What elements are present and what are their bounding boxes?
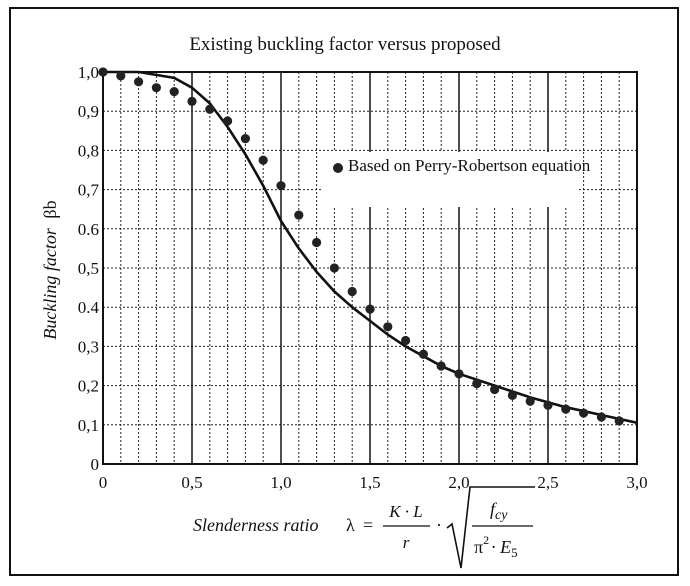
- legend-box: [323, 152, 577, 207]
- data-point: [169, 87, 179, 97]
- data-point: [134, 77, 144, 87]
- x-tick-label: 3,0: [626, 473, 647, 492]
- data-point: [276, 181, 286, 191]
- y-tick-label: 0,9: [78, 102, 99, 121]
- y-tick-label: 0: [91, 455, 100, 474]
- data-point: [561, 404, 571, 414]
- series-line-curve: [103, 70, 638, 425]
- data-point: [116, 71, 126, 81]
- root-den-rest: · E: [491, 537, 511, 557]
- root-numerator-sub: cy: [495, 508, 508, 523]
- data-point: [347, 286, 357, 297]
- x-axis-label-lambda: λ: [346, 515, 355, 535]
- data-point: [312, 237, 322, 248]
- y-tick-label: 1,0: [78, 63, 99, 82]
- root-den-square: 2: [483, 533, 489, 547]
- x-axis-label-equals: =: [363, 515, 373, 535]
- legend-marker: [333, 163, 343, 173]
- y-tick-label: 0.6: [78, 220, 99, 239]
- data-point: [418, 349, 428, 359]
- y-tick-label: 0,5: [78, 259, 99, 278]
- y-tick-label: 0,3: [78, 337, 99, 356]
- y-axis-label: Buckling factor βb: [40, 200, 60, 339]
- x-tick-label: 2,0: [448, 473, 469, 492]
- root-numerator-f: f: [490, 499, 498, 519]
- data-point: [454, 369, 464, 379]
- x-axis-label-prefix: Slenderness ratio: [193, 515, 319, 535]
- x-axis-label-root-sign: [446, 486, 535, 569]
- x-axis-label-root-denominator: π2 · E5: [474, 533, 518, 560]
- data-point: [507, 390, 517, 400]
- x-tick-label: 0: [99, 473, 108, 492]
- x-tick-label: 0,5: [181, 473, 202, 492]
- ticks-layer: 0 0,1 0,2 0,3 0.4 0,5 0.6 0,7 0,8 0,9 1,0 0 0,5 1,0 1,…: [78, 63, 648, 492]
- data-point: [436, 361, 446, 371]
- grid: [103, 72, 637, 464]
- data-point: [98, 67, 108, 77]
- y-tick-label: 0,8: [78, 141, 99, 160]
- x-axis-label-dot: ·: [436, 515, 442, 535]
- x-axis-label-root-numerator: fcy: [490, 499, 508, 523]
- x-axis-label-denominator: r: [403, 533, 410, 552]
- y-axis-label-text: Buckling factor: [40, 227, 60, 339]
- x-tick-label: 2,5: [537, 473, 558, 492]
- data-point: [258, 155, 268, 165]
- plot-border: [102, 71, 638, 465]
- root-den-pi: π: [474, 537, 483, 557]
- y-axis-label-symbol: βb: [40, 200, 60, 218]
- data-point: [525, 396, 535, 406]
- data-point: [294, 210, 304, 220]
- root-den-sub: 5: [511, 545, 518, 560]
- y-tick-label: 0.4: [78, 298, 100, 317]
- data-point: [401, 335, 411, 346]
- y-tick-label: 0,7: [78, 181, 100, 200]
- curve-layer: [103, 70, 638, 425]
- data-point: [240, 134, 250, 144]
- chart-frame: [9, 7, 679, 576]
- y-tick-label: 0,1: [78, 416, 99, 435]
- x-axis-label: Slenderness ratio λ = K · L r · fcy π2 · …: [193, 486, 535, 569]
- legend-label: Based on Perry-Robertson equation: [348, 156, 591, 175]
- data-point: [383, 322, 393, 332]
- data-point: [472, 379, 482, 389]
- data-point: [187, 96, 197, 106]
- data-point: [151, 83, 161, 93]
- chart-title: Existing buckling factor versus proposed: [189, 34, 501, 55]
- data-point: [329, 263, 339, 273]
- data-point: [543, 400, 553, 410]
- data-point: [490, 384, 500, 395]
- data-point: [579, 408, 589, 418]
- x-axis-label-numerator: K · L: [388, 502, 423, 521]
- data-point: [365, 304, 375, 314]
- x-tick-label: 1,5: [359, 473, 380, 492]
- points-layer: [98, 67, 624, 426]
- data-point: [596, 412, 607, 422]
- y-tick-label: 0,2: [78, 377, 99, 396]
- data-point: [614, 416, 624, 426]
- data-point: [223, 116, 233, 126]
- x-tick-label: 1,0: [270, 473, 291, 492]
- data-point: [205, 104, 215, 114]
